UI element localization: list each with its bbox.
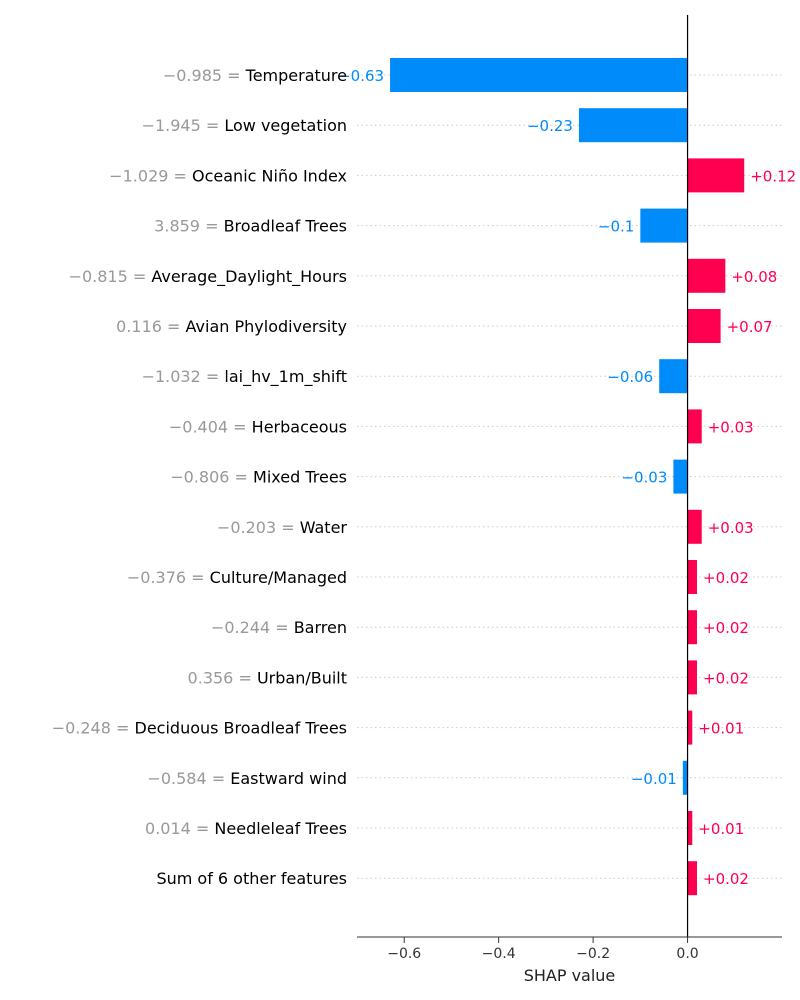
bar-positive: [687, 811, 693, 845]
feature-name: Water: [300, 518, 348, 537]
bar-value-label: +0.02: [703, 569, 749, 587]
bar-negative: [673, 459, 688, 494]
feature-value: −0.244 =: [211, 618, 294, 637]
feature-label: −0.248 = Deciduous Broadleaf Trees: [52, 719, 347, 738]
feature-name: Mixed Trees: [253, 468, 347, 487]
feature-label: −1.945 = Low vegetation: [142, 116, 347, 135]
bar-negative: [578, 108, 688, 143]
feature-value: −0.376 =: [127, 568, 210, 587]
bar-positive: [687, 409, 702, 444]
bar-positive: [687, 610, 697, 645]
feature-label: −0.203 = Water: [217, 518, 348, 537]
feature-value: −0.584 =: [147, 769, 230, 788]
x-tick-label: −0.2: [576, 946, 610, 962]
feature-value: −0.203 =: [217, 518, 300, 537]
feature-name: Temperature: [245, 66, 347, 85]
bar-value-label: −0.01: [631, 770, 677, 788]
feature-name: Herbaceous: [252, 417, 347, 436]
bar-positive: [687, 309, 721, 343]
bars: [390, 58, 745, 896]
feature-name: Deciduous Broadleaf Trees: [135, 719, 348, 738]
feature-name: Eastward wind: [230, 769, 347, 788]
bar-positive: [687, 258, 726, 293]
x-tick-label: −0.6: [387, 946, 421, 962]
feature-value: −1.945 =: [142, 116, 225, 135]
feature-label: 3.859 = Broadleaf Trees: [154, 217, 347, 236]
feature-name: Urban/Built: [257, 668, 347, 687]
feature-label: −0.376 = Culture/Managed: [127, 568, 347, 587]
feature-value: 0.356 =: [188, 668, 257, 687]
feature-label: Sum of 6 other features: [156, 869, 347, 888]
feature-label: −0.404 = Herbaceous: [169, 417, 347, 436]
feature-name: Low vegetation: [224, 116, 347, 135]
bar-value-labels: −0.63 −0.23 +0.12 −0.1 +0.08 +0.07 −0.06 +0.03 −…: [338, 67, 796, 888]
bar-value-label: +0.08: [731, 268, 777, 286]
feature-label: −0.244 = Barren: [211, 618, 347, 637]
bar-value-label: −0.1: [598, 218, 634, 236]
feature-name: Barren: [294, 618, 347, 637]
feature-value: −1.032 =: [142, 367, 225, 386]
x-axis-title: SHAP value: [524, 966, 616, 985]
feature-label: 0.356 = Urban/Built: [188, 668, 347, 687]
bar-negative: [659, 359, 688, 394]
feature-value: −0.985 =: [163, 66, 246, 85]
bar-negative: [682, 760, 688, 795]
feature-label: 0.116 = Avian Phylodiversity: [116, 317, 347, 336]
feature-label: −0.985 = Temperature: [163, 66, 347, 85]
feature-name: Needleleaf Trees: [214, 819, 347, 838]
bar-value-label: +0.02: [703, 669, 749, 687]
feature-label: −0.815 = Average_Daylight_Hours: [69, 267, 347, 287]
bar-positive: [687, 158, 745, 193]
x-tick-label: 0.0: [676, 946, 698, 962]
feature-value: −0.404 =: [169, 417, 252, 436]
feature-value: −0.248 =: [52, 719, 135, 738]
feature-name: Average_Daylight_Hours: [151, 267, 347, 287]
feature-name: Broadleaf Trees: [224, 217, 347, 236]
bar-value-label: +0.02: [703, 619, 749, 637]
bar-value-label: +0.07: [727, 318, 773, 336]
bar-value-label: +0.03: [708, 519, 754, 537]
feature-name: Oceanic Niño Index: [192, 166, 347, 185]
bar-positive: [687, 861, 697, 896]
feature-label: −1.032 = lai_hv_1m_shift: [142, 367, 347, 387]
feature-name: Avian Phylodiversity: [186, 317, 347, 336]
bar-positive: [687, 710, 693, 745]
x-ticks: −0.6 −0.4 −0.2 0.0: [387, 937, 699, 962]
x-tick-label: −0.4: [482, 946, 516, 962]
bar-value-label: −0.06: [607, 368, 653, 386]
bar-value-label: +0.01: [698, 720, 744, 738]
bar-positive: [687, 660, 697, 695]
feature-value: −0.806 =: [170, 468, 253, 487]
feature-label: −0.584 = Eastward wind: [147, 769, 347, 788]
feature-name: Culture/Managed: [210, 568, 347, 587]
feature-value: −1.029 =: [109, 166, 192, 185]
row-gridlines: [357, 74, 782, 879]
feature-label: 0.014 = Needleleaf Trees: [145, 819, 347, 838]
feature-value: −0.815 =: [69, 267, 152, 286]
feature-value: 0.014 =: [145, 819, 214, 838]
feature-label: −0.806 = Mixed Trees: [170, 468, 347, 487]
bar-value-label: −0.63: [338, 67, 384, 85]
feature-value: 0.116 =: [116, 317, 185, 336]
feature-name: lai_hv_1m_shift: [224, 367, 347, 387]
bar-value-label: +0.03: [708, 418, 754, 436]
feature-label: −1.029 = Oceanic Niño Index: [109, 166, 347, 185]
bar-value-label: +0.01: [698, 820, 744, 838]
bar-value-label: +0.02: [703, 870, 749, 888]
feature-labels: −0.985 = Temperature −1.945 = Low vegetat…: [52, 66, 348, 888]
bar-positive: [687, 509, 702, 544]
x-axis: −0.6 −0.4 −0.2 0.0 SHAP value: [357, 936, 782, 985]
bar-negative: [640, 208, 688, 243]
bar-value-label: +0.12: [750, 167, 796, 185]
feature-name: Sum of 6 other features: [156, 869, 347, 888]
bar-negative: [390, 58, 688, 92]
bar-value-label: −0.23: [527, 117, 573, 135]
bar-positive: [687, 560, 697, 594]
feature-value: 3.859 =: [154, 217, 223, 236]
bar-value-label: −0.03: [621, 469, 667, 487]
